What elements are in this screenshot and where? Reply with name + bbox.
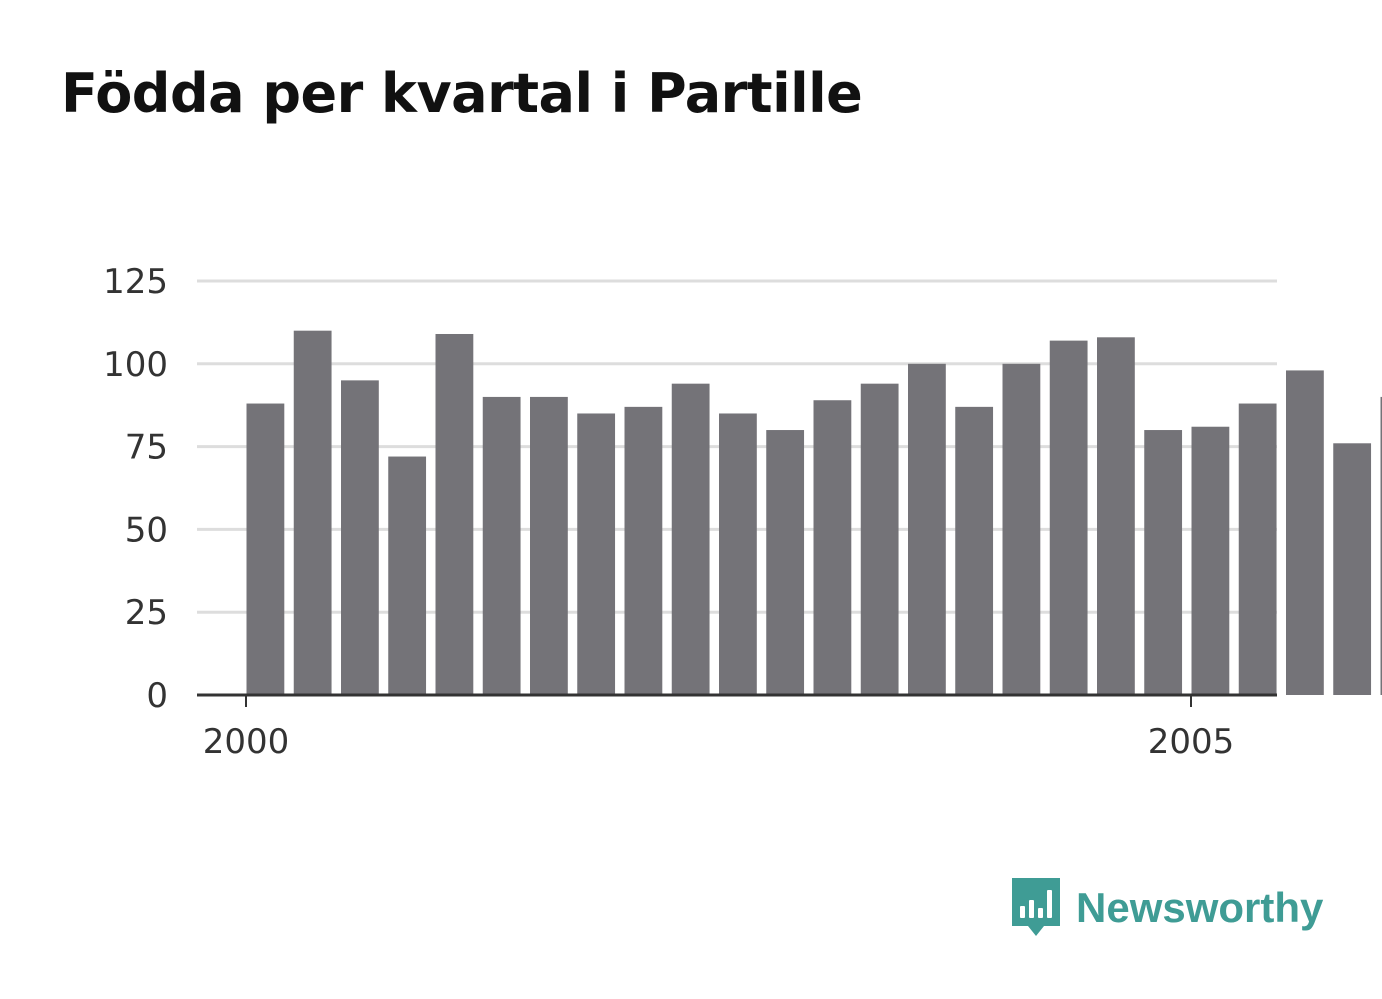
y-tick-label-100: 100 bbox=[103, 345, 168, 385]
bar bbox=[1333, 443, 1372, 695]
newsworthy-brand: Newsworthy bbox=[1010, 876, 1323, 940]
y-tick-label-125: 125 bbox=[103, 262, 168, 302]
bar bbox=[482, 396, 521, 695]
bar bbox=[1191, 426, 1230, 695]
x-tick-label-2005: 2005 bbox=[1148, 722, 1235, 762]
bar bbox=[1286, 370, 1324, 695]
bar bbox=[860, 383, 899, 695]
y-axis-labels: 0 25 50 75 100 125 bbox=[103, 262, 168, 716]
bar bbox=[1380, 396, 1382, 695]
bar bbox=[435, 333, 474, 695]
bar bbox=[388, 456, 427, 695]
bar bbox=[719, 413, 757, 695]
bar bbox=[246, 403, 285, 695]
bar bbox=[671, 383, 710, 695]
bar bbox=[955, 406, 994, 695]
chart-title: Födda per kvartal i Partille bbox=[61, 62, 863, 125]
bar bbox=[1049, 340, 1088, 695]
bar bbox=[341, 380, 379, 695]
bar bbox=[530, 396, 568, 695]
x-axis-ticks: 200020052010201520202025 bbox=[203, 695, 1235, 762]
bar bbox=[1238, 403, 1277, 695]
bar bbox=[813, 400, 852, 695]
bar bbox=[1144, 430, 1183, 695]
bar bbox=[1002, 363, 1041, 695]
x-tick-label-2000: 2000 bbox=[203, 722, 290, 762]
bar bbox=[766, 430, 805, 695]
y-tick-label-25: 25 bbox=[125, 593, 168, 633]
bars bbox=[246, 330, 1382, 695]
bar bbox=[293, 330, 332, 695]
bar bbox=[624, 406, 663, 695]
y-tick-label-0: 0 bbox=[146, 676, 168, 716]
y-tick-label-50: 50 bbox=[125, 510, 168, 550]
brand-name: Newsworthy bbox=[1076, 884, 1324, 931]
newsworthy-logo-icon bbox=[1012, 878, 1060, 936]
bar bbox=[577, 413, 616, 695]
bar bbox=[1097, 337, 1135, 695]
bar bbox=[908, 363, 946, 695]
y-tick-label-75: 75 bbox=[125, 428, 168, 468]
